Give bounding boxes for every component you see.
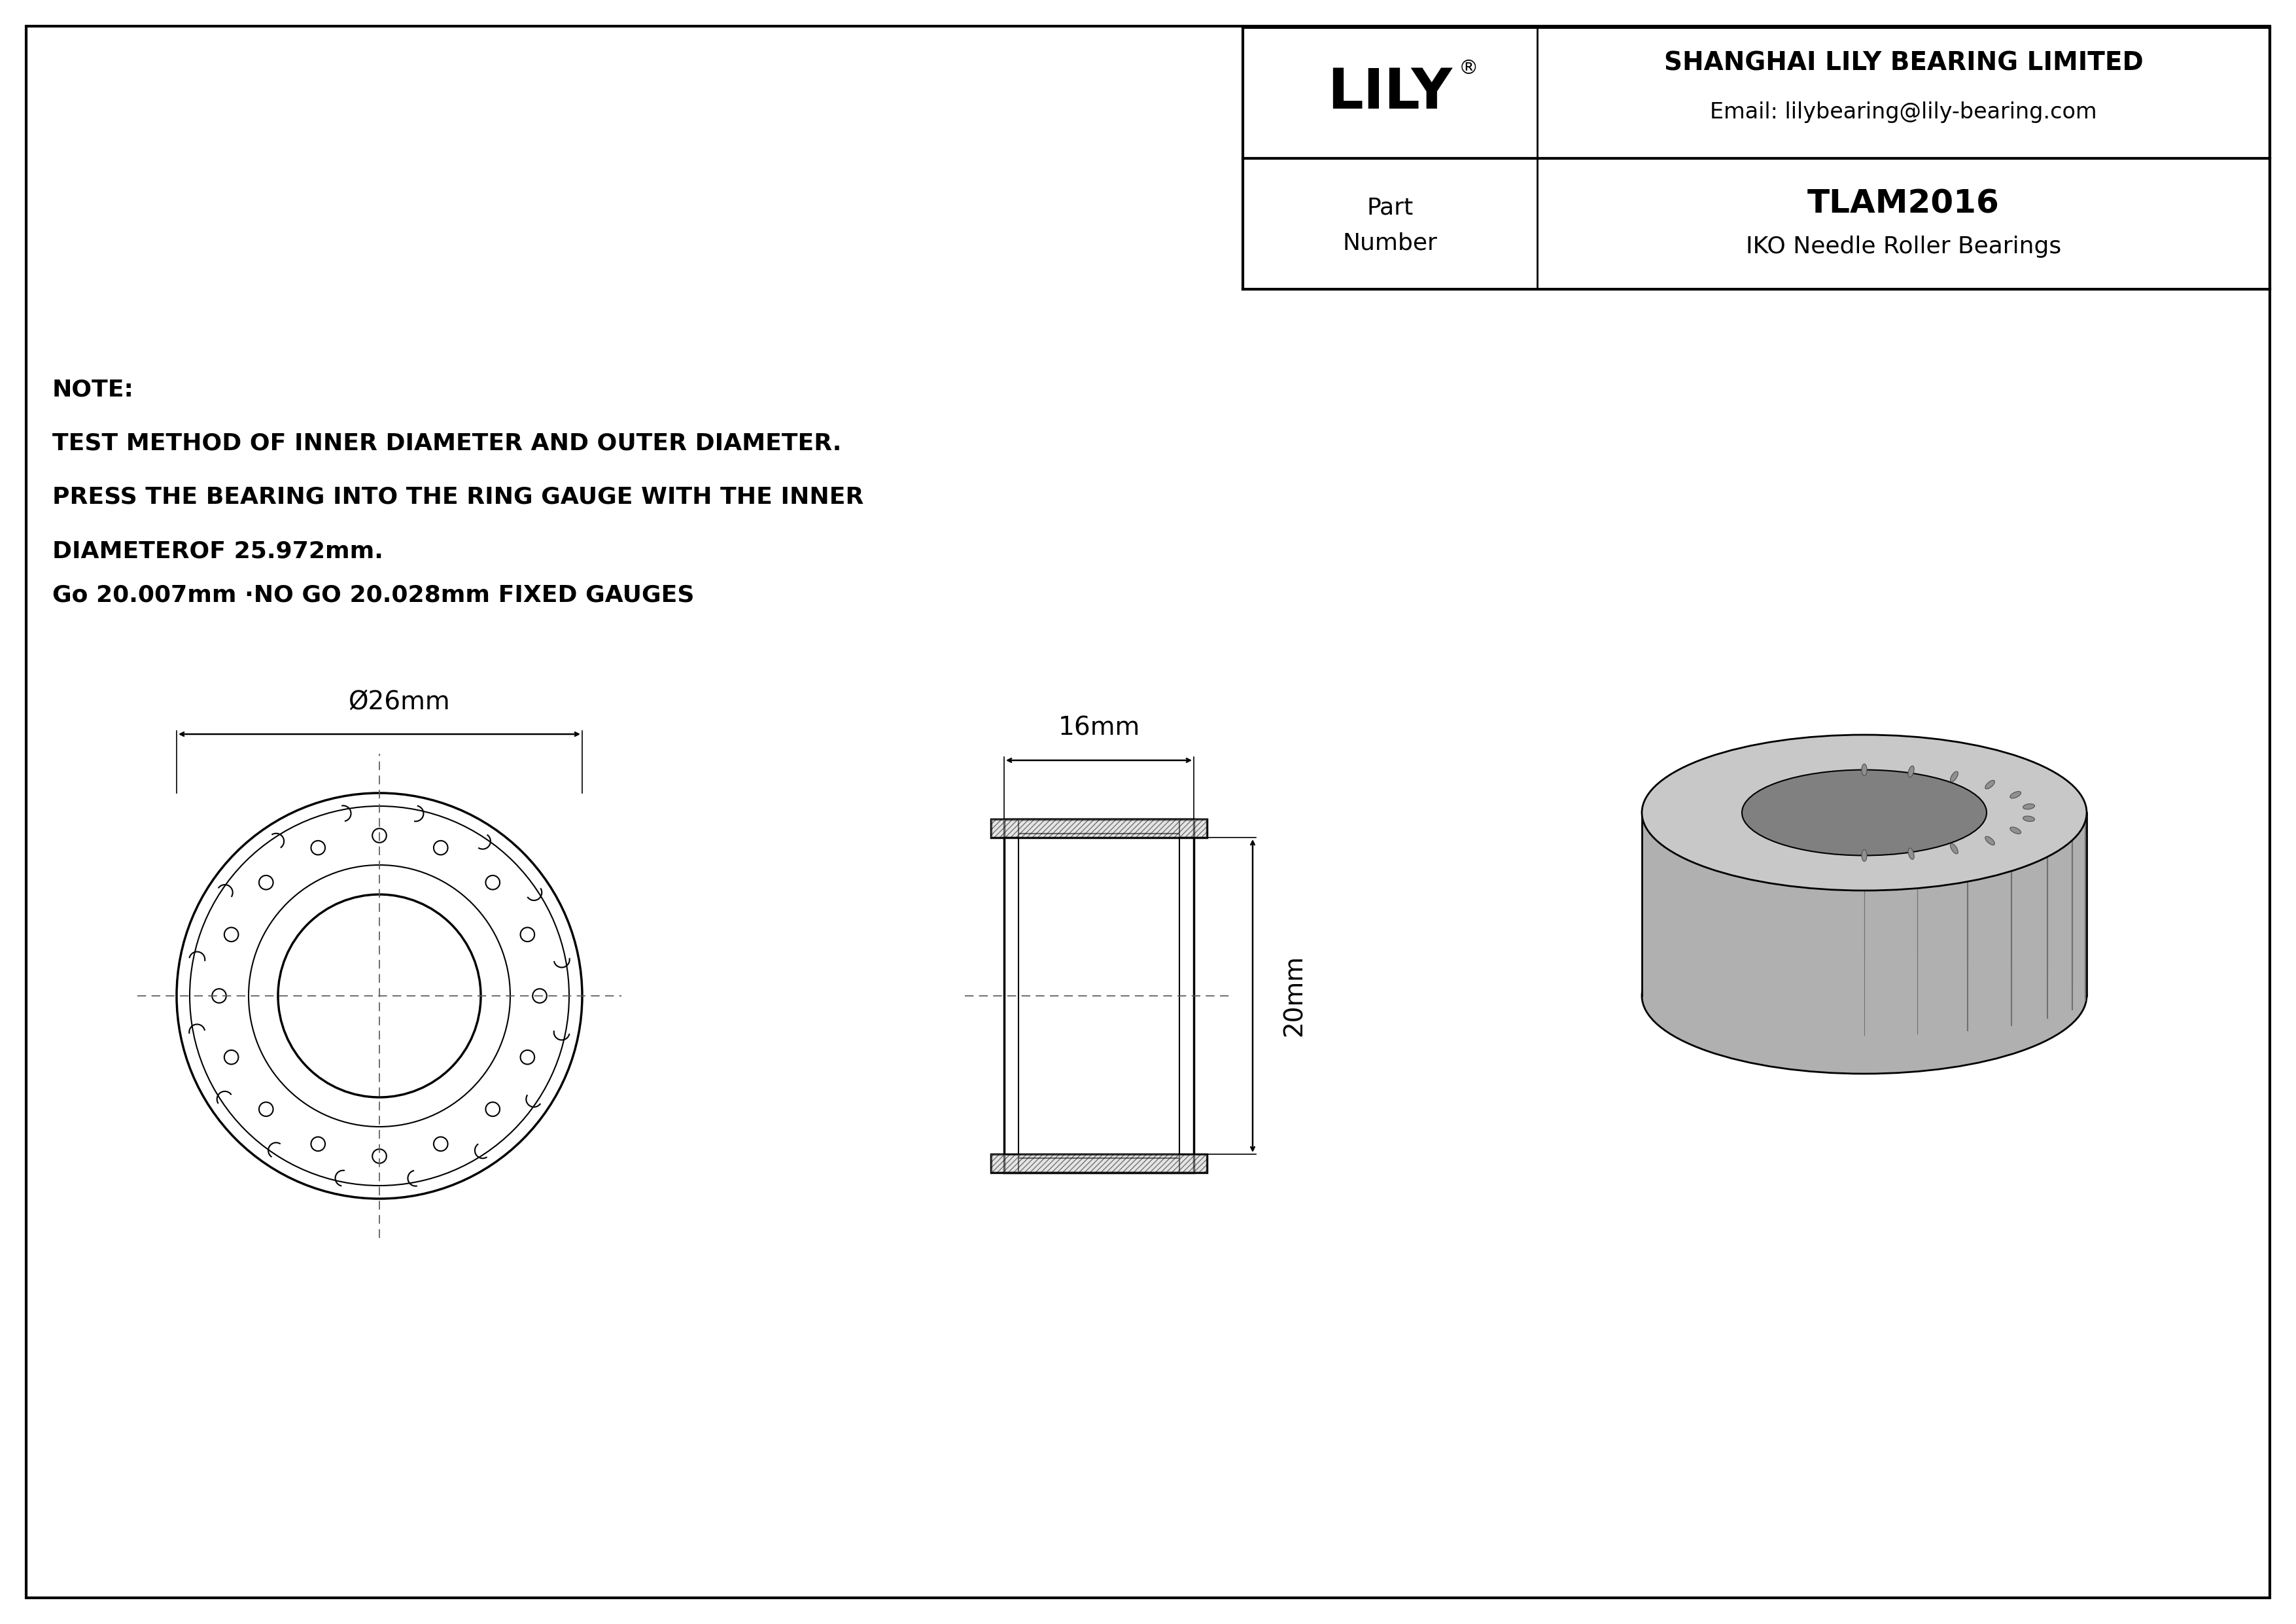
Text: Go 20.007mm ·NO GO 20.028mm FIXED GAUGES: Go 20.007mm ·NO GO 20.028mm FIXED GAUGES [53, 585, 693, 606]
Bar [992, 818, 1208, 838]
Ellipse shape [1908, 848, 1915, 859]
Text: ®: ® [1458, 58, 1479, 78]
Text: DIAMETEROF 25.972mm.: DIAMETEROF 25.972mm. [53, 541, 383, 562]
Ellipse shape [2023, 804, 2034, 809]
Ellipse shape [2009, 791, 2020, 799]
Ellipse shape [1642, 734, 2087, 890]
Text: Number: Number [1343, 232, 1437, 255]
Ellipse shape [1908, 767, 1915, 778]
Text: SHANGHAI LILY BEARING LIMITED: SHANGHAI LILY BEARING LIMITED [1665, 50, 2142, 76]
Bar [992, 1155, 1208, 1173]
Bar [992, 1155, 1208, 1173]
Ellipse shape [1949, 843, 1958, 854]
Bar [992, 818, 1208, 838]
Text: IKO Needle Roller Bearings: IKO Needle Roller Bearings [1745, 235, 2062, 258]
Text: NOTE:: NOTE: [53, 378, 133, 401]
Text: Part: Part [1366, 197, 1414, 219]
Bar [1019, 1158, 1180, 1173]
Text: PRESS THE BEARING INTO THE RING GAUGE WITH THE INNER: PRESS THE BEARING INTO THE RING GAUGE WI… [53, 486, 863, 508]
Text: Ø26mm: Ø26mm [349, 690, 450, 715]
Text: 20mm: 20mm [1281, 955, 1306, 1036]
Ellipse shape [1743, 770, 1986, 856]
Text: TLAM2016: TLAM2016 [1807, 188, 2000, 219]
Ellipse shape [2023, 815, 2034, 822]
Ellipse shape [1949, 771, 1958, 781]
Text: Email: lilybearing@lily-bearing.com: Email: lilybearing@lily-bearing.com [1711, 102, 2096, 123]
Text: 16mm: 16mm [1058, 716, 1139, 741]
Ellipse shape [1862, 763, 1867, 776]
Bar [1019, 833, 1180, 1158]
Ellipse shape [1986, 836, 1995, 844]
Bar [1003, 818, 1194, 1173]
Text: LILY: LILY [1327, 65, 1453, 120]
Text: TEST METHOD OF INNER DIAMETER AND OUTER DIAMETER.: TEST METHOD OF INNER DIAMETER AND OUTER … [53, 432, 840, 455]
Ellipse shape [1642, 918, 2087, 1073]
Ellipse shape [1862, 849, 1867, 861]
Bar [1019, 818, 1180, 833]
Ellipse shape [2009, 827, 2020, 833]
Ellipse shape [1986, 780, 1995, 789]
Bar [1642, 812, 2087, 996]
